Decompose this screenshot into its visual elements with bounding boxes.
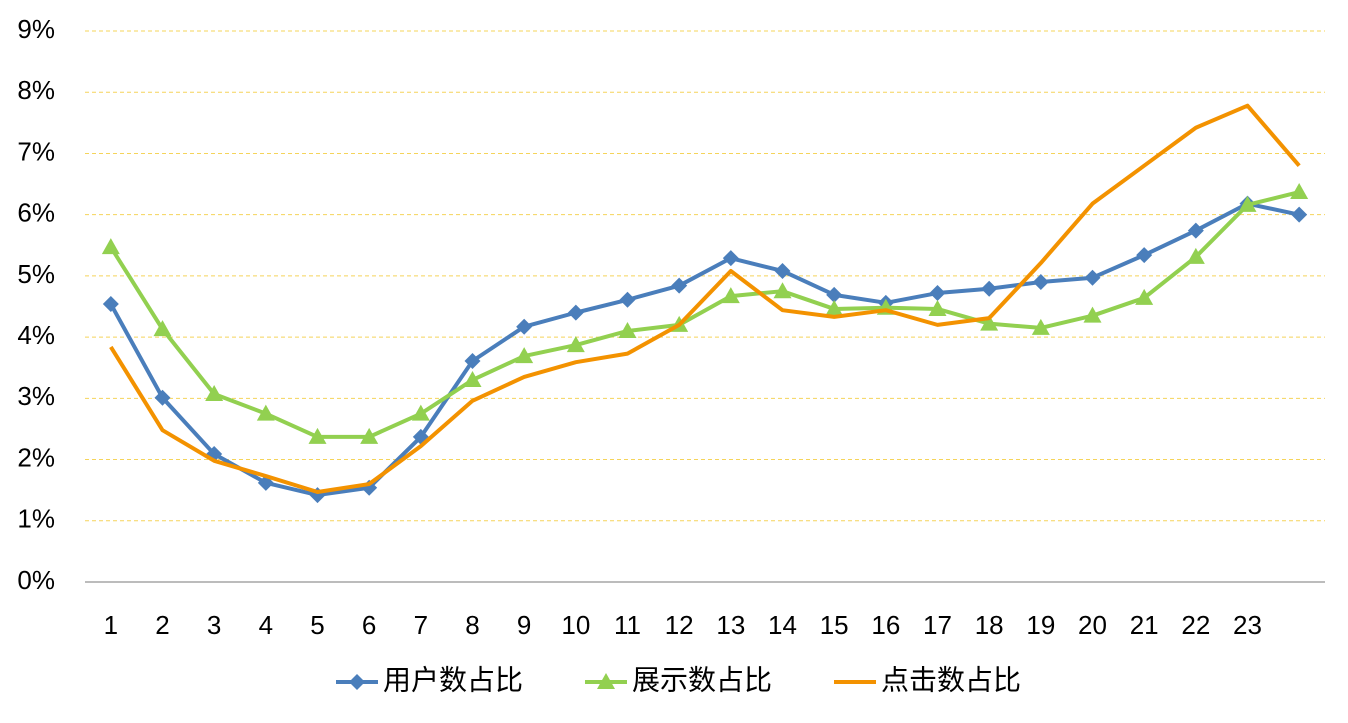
- point: [721, 287, 740, 304]
- point: [825, 299, 844, 316]
- y-tick-label: 6%: [17, 198, 55, 228]
- point: [566, 336, 585, 353]
- legend-marker: [349, 674, 365, 690]
- point: [1238, 195, 1257, 212]
- point: [411, 404, 430, 421]
- point: [1084, 269, 1101, 286]
- point: [980, 314, 999, 331]
- point: [981, 280, 998, 297]
- point: [256, 404, 275, 421]
- point: [567, 304, 584, 321]
- x-tick-label: 6: [362, 610, 376, 640]
- point: [1291, 206, 1308, 223]
- point: [1187, 222, 1204, 239]
- x-tick-label: 14: [768, 610, 797, 640]
- y-tick-label: 1%: [17, 504, 55, 534]
- point: [773, 282, 792, 299]
- point: [360, 427, 379, 444]
- legend-label: 点击数占比: [881, 664, 1021, 695]
- y-tick-label: 5%: [17, 259, 55, 289]
- y-tick-label: 0%: [17, 565, 55, 595]
- x-tick-label: 5: [310, 610, 324, 640]
- x-tick-label: 7: [414, 610, 428, 640]
- point: [671, 277, 688, 294]
- x-tick-label: 13: [716, 610, 745, 640]
- legend-label: 用户数占比: [383, 664, 523, 695]
- point: [463, 370, 482, 387]
- point: [1186, 247, 1205, 264]
- x-tick-label: 2: [155, 610, 169, 640]
- point: [826, 286, 843, 303]
- point: [618, 321, 637, 338]
- x-tick-label: 15: [820, 610, 849, 640]
- point: [774, 262, 791, 279]
- point: [1031, 318, 1050, 335]
- point: [515, 347, 534, 364]
- x-tick-label: 11: [614, 610, 641, 640]
- series-line: [109, 190, 1300, 439]
- point: [464, 352, 481, 369]
- point: [154, 389, 171, 406]
- y-tick-label: 4%: [17, 320, 55, 350]
- x-tick-label: 4: [259, 610, 273, 640]
- x-tick-label: 23: [1233, 610, 1262, 640]
- point: [1083, 306, 1102, 323]
- point: [516, 318, 533, 335]
- x-tick-label: 9: [517, 610, 531, 640]
- legend: 用户数占比 展示数占比 点击数占比: [336, 664, 1021, 695]
- y-tick-label: 2%: [17, 442, 55, 472]
- x-tick-label: 8: [465, 610, 479, 640]
- y-tick-label: 9%: [17, 14, 55, 44]
- point: [928, 299, 947, 316]
- point: [619, 291, 636, 308]
- point: [1290, 183, 1309, 200]
- x-tick-label: 12: [665, 610, 694, 640]
- series-line: [109, 201, 1300, 498]
- x-tick-label: 19: [1026, 610, 1055, 640]
- x-tick-label: 20: [1078, 610, 1107, 640]
- point: [929, 285, 946, 302]
- x-tick-label: 21: [1130, 610, 1159, 640]
- point: [722, 250, 739, 267]
- x-tick-label: 10: [561, 610, 590, 640]
- x-tick-label: 16: [871, 610, 900, 640]
- point: [1136, 247, 1153, 264]
- point: [102, 296, 119, 313]
- x-tick-label: 17: [923, 610, 952, 640]
- point: [308, 427, 327, 444]
- legend-label: 展示数占比: [632, 664, 772, 695]
- x-tick-label: 3: [207, 610, 221, 640]
- y-tick-label: 3%: [17, 381, 55, 411]
- point: [101, 238, 120, 255]
- x-tick-label: 18: [975, 610, 1004, 640]
- y-tick-label: 7%: [17, 136, 55, 166]
- point: [1135, 288, 1154, 305]
- point: [1032, 274, 1049, 291]
- point: [205, 385, 224, 402]
- legend-marker: [597, 673, 615, 689]
- point: [153, 320, 172, 337]
- x-tick-label: 22: [1181, 610, 1210, 640]
- x-tick-label: 1: [104, 610, 118, 640]
- y-tick-label: 8%: [17, 75, 55, 105]
- series-line: [109, 103, 1301, 495]
